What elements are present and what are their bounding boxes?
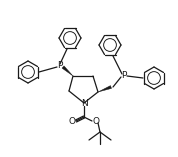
Text: N: N: [81, 98, 87, 108]
Text: O: O: [93, 116, 100, 125]
Text: P: P: [57, 62, 63, 70]
Polygon shape: [98, 86, 112, 92]
Polygon shape: [62, 66, 73, 76]
Text: O: O: [69, 116, 75, 125]
Text: P: P: [121, 71, 127, 81]
